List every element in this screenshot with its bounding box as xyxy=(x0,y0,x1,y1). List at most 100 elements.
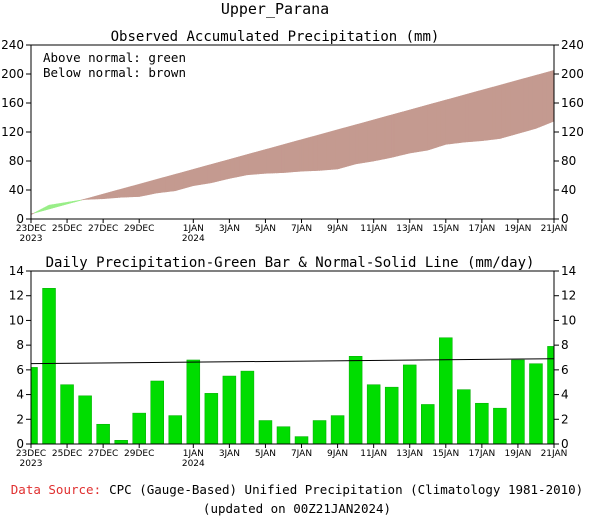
accumulated-ytick-left-label: 240 xyxy=(1,38,24,52)
accumulated-xtick-label: 5JAN xyxy=(255,224,276,234)
daily-chart-title: Daily Precipitation-Green Bar & Normal-S… xyxy=(46,255,535,271)
daily-xtick-label: 19JAN xyxy=(505,449,532,459)
daily-xtick-label: 9JAN xyxy=(327,449,348,459)
accumulated-ytick-right-label: 40 xyxy=(561,183,576,197)
accumulated-ytick-left-label: 0 xyxy=(16,212,24,226)
daily-ytick-right-label: 10 xyxy=(561,313,576,327)
accumulated-xtick-label: 11JAN xyxy=(360,224,387,234)
daily-precip-bar xyxy=(150,380,164,445)
daily-precip-bar xyxy=(384,386,399,445)
daily-ytick-left-label: 0 xyxy=(16,437,24,451)
daily-precip-bar xyxy=(258,420,273,445)
daily-xtick-label: 29DEC xyxy=(124,449,154,459)
daily-precip-bar xyxy=(493,407,507,445)
daily-ytick-left-label: 4 xyxy=(16,388,24,402)
accumulated-ytick-right-label: 200 xyxy=(561,67,584,81)
daily-precip-bar xyxy=(402,364,417,445)
daily-ytick-left-label: 12 xyxy=(9,289,24,303)
accumulated-xtick-label: 1JAN xyxy=(183,224,204,234)
daily-precip-bar xyxy=(222,375,237,445)
daily-precip-bar xyxy=(96,423,110,445)
accumulated-ytick-left-label: 200 xyxy=(1,67,24,81)
daily-ytick-right-label: 4 xyxy=(561,388,569,402)
daily-ytick-right-label: 0 xyxy=(561,437,569,451)
daily-xtick-label: 3JAN xyxy=(219,449,240,459)
daily-xtick-label: 5JAN xyxy=(255,449,276,459)
data-source-line: Data Source: CPC (Gauge-Based) Unified Pr… xyxy=(11,482,583,497)
accumulated-ytick-left-label: 160 xyxy=(1,96,24,110)
daily-precip-bar xyxy=(204,393,219,445)
daily-precip-bar xyxy=(330,415,345,445)
daily-xtick-label: 25DEC xyxy=(52,449,82,459)
accumulated-xtick-label: 15JAN xyxy=(432,224,459,234)
accumulated-ytick-right-label: 160 xyxy=(561,96,584,110)
daily-ytick-left-label: 8 xyxy=(16,338,24,352)
daily-precip-bar xyxy=(42,288,56,445)
daily-xtick-label: 11JAN xyxy=(360,449,387,459)
accumulated-chart: Observed Accumulated Precipitation (mm) … xyxy=(1,29,584,244)
daily-precip-bar xyxy=(114,440,128,445)
accumulated-xtick-year-label: 2023 xyxy=(20,234,43,244)
accumulated-xtick-label: 3JAN xyxy=(219,224,240,234)
accumulated-xtick-label: 23DEC xyxy=(16,224,46,234)
daily-precip-bar xyxy=(132,412,146,445)
daily-ytick-left-label: 14 xyxy=(9,264,24,278)
accumulated-xtick-year-label: 2024 xyxy=(182,234,205,244)
daily-precip-bar xyxy=(348,356,363,445)
daily-precip-bar xyxy=(421,404,435,445)
accumulated-ytick-right-label: 240 xyxy=(561,38,584,52)
daily-precip-bar xyxy=(529,363,543,445)
accumulated-xtick-label: 27DEC xyxy=(88,224,118,234)
daily-precip-bar xyxy=(547,346,555,445)
daily-xtick-label: 13JAN xyxy=(396,449,423,459)
daily-ytick-right-label: 8 xyxy=(561,338,569,352)
daily-xtick-label: 27DEC xyxy=(88,449,118,459)
daily-precip-bar xyxy=(294,436,309,445)
accumulated-xtick-label: 19JAN xyxy=(505,224,532,234)
legend-above-normal: Above normal: green xyxy=(43,50,186,65)
daily-ytick-right-label: 2 xyxy=(561,412,569,426)
data-source-text: CPC (Gauge-Based) Unified Precipitation … xyxy=(109,482,583,497)
accumulated-xtick-label: 17JAN xyxy=(468,224,495,234)
accumulated-xtick-label: 29DEC xyxy=(124,224,154,234)
daily-ytick-left-label: 10 xyxy=(9,313,24,327)
daily-xtick-label: 23DEC xyxy=(16,449,46,459)
daily-precip-bar xyxy=(276,426,291,445)
daily-precip-bar xyxy=(439,337,453,445)
accumulated-xtick-label: 25DEC xyxy=(52,224,82,234)
accumulated-ytick-right-label: 80 xyxy=(561,154,576,168)
legend-below-normal: Below normal: brown xyxy=(43,65,186,80)
accumulated-ytick-left-label: 40 xyxy=(9,183,24,197)
accumulated-ytick-left-label: 80 xyxy=(9,154,24,168)
daily-ytick-right-label: 12 xyxy=(561,289,576,303)
accumulated-xtick-label: 21JAN xyxy=(541,224,568,234)
daily-precip-bar xyxy=(168,415,183,445)
daily-xtick-label: 15JAN xyxy=(432,449,459,459)
accumulated-ytick-right-label: 0 xyxy=(561,212,569,226)
accumulated-xtick-label: 9JAN xyxy=(327,224,348,234)
accumulated-ytick-left-label: 120 xyxy=(1,125,24,139)
daily-frame xyxy=(30,270,555,445)
daily-precip-bar xyxy=(457,389,471,445)
daily-xtick-label: 7JAN xyxy=(291,449,312,459)
daily-precip-bar xyxy=(30,367,38,445)
accumulated-chart-title: Observed Accumulated Precipitation (mm) xyxy=(111,29,440,45)
daily-xtick-label: 21JAN xyxy=(541,449,568,459)
accumulated-xtick-label: 7JAN xyxy=(291,224,312,234)
daily-ytick-right-label: 14 xyxy=(561,264,576,278)
daily-precip-bar xyxy=(312,420,327,445)
daily-xtick-year-label: 2024 xyxy=(182,459,205,469)
daily-precip-bar xyxy=(78,395,92,445)
daily-ytick-left-label: 2 xyxy=(16,412,24,426)
daily-ytick-right-label: 6 xyxy=(561,363,569,377)
daily-xtick-year-label: 2023 xyxy=(20,459,43,469)
daily-xtick-label: 17JAN xyxy=(468,449,495,459)
daily-chart: Daily Precipitation-Green Bar & Normal-S… xyxy=(9,255,577,469)
daily-xtick-label: 1JAN xyxy=(183,449,204,459)
daily-precip-bar xyxy=(475,402,489,445)
updated-timestamp: (updated on 00Z21JAN2024) xyxy=(203,501,391,516)
daily-ytick-left-label: 6 xyxy=(16,363,24,377)
